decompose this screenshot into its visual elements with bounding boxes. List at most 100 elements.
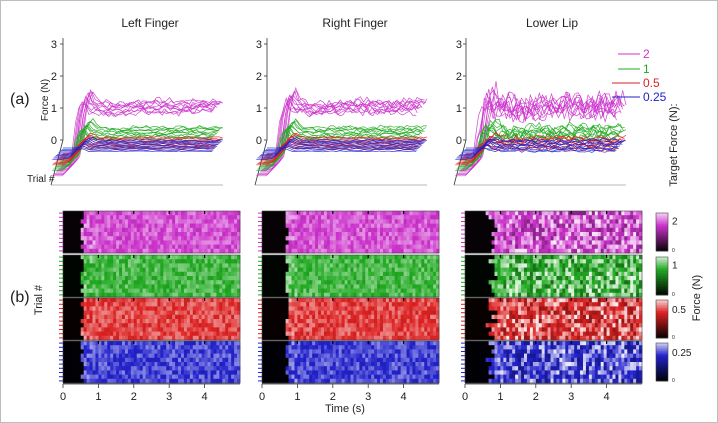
heatmap-cell: [427, 292, 431, 298]
heatmap-cell: [65, 298, 70, 303]
heatmap-cell: [95, 255, 99, 260]
heatmap-cell: [374, 323, 378, 328]
heatmap-cell: [181, 323, 185, 328]
heatmap-cell: [228, 219, 232, 224]
heatmap-cell: [418, 267, 422, 273]
heatmap-cell: [338, 215, 343, 220]
heatmap-cell: [163, 248, 167, 254]
heatmap-cell: [139, 341, 144, 346]
heatmap-cell: [213, 327, 217, 332]
heatmap-cell: [341, 349, 345, 354]
heatmap-cell: [77, 341, 82, 346]
heatmap-cell: [71, 263, 76, 268]
heatmap-cell: [207, 255, 211, 260]
heatmap-cell: [198, 244, 203, 250]
heatmap-cell: [86, 378, 90, 384]
heatmap-cell: [326, 236, 331, 241]
heatmap-cell: [338, 310, 343, 316]
heatmap-cell: [213, 215, 217, 220]
heatmap-cell: [285, 374, 289, 380]
heatmap-cell: [89, 219, 93, 224]
heatmap-cell: [403, 263, 407, 268]
heatmap-cell: [145, 255, 149, 260]
heatmap-cell: [418, 219, 422, 224]
heatmap-cell: [264, 271, 269, 277]
heatmap-cell: [77, 244, 82, 250]
heatmap-cell: [262, 284, 266, 289]
heatmap-cell: [397, 284, 402, 289]
heatmap-cell: [433, 323, 437, 328]
heatmap-cell: [195, 236, 200, 241]
heatmap-cell: [329, 240, 334, 245]
heatmap-cell: [309, 302, 313, 307]
heatmap-cell: [116, 314, 120, 320]
heatmap-cell: [98, 353, 102, 359]
heatmap-cell: [65, 271, 70, 277]
heatmap-cell: [110, 292, 114, 298]
heatmap-cell: [110, 263, 114, 268]
heatmap-cell: [113, 331, 117, 337]
heatmap-cell: [309, 345, 313, 350]
heatmap-cell: [368, 366, 372, 371]
heatmap-cell: [80, 323, 85, 328]
heatmap-cell: [406, 219, 410, 224]
heatmap-cell: [204, 236, 208, 241]
heatmap-cell: [210, 378, 214, 384]
heatmap-cell: [433, 284, 437, 289]
heatmap-cell: [181, 240, 185, 245]
heatmap-cell: [92, 280, 96, 285]
heatmap-cell: [297, 259, 301, 264]
heatmap-cell: [315, 288, 319, 294]
heatmap-cell: [80, 327, 85, 332]
heatmap-cell: [279, 292, 284, 298]
heatmap-cell: [225, 327, 229, 332]
heatmap-cell: [380, 236, 384, 241]
heatmap-cell: [201, 271, 205, 277]
heatmap-cell: [172, 271, 176, 277]
heatmap-cell: [368, 227, 372, 233]
heatmap-cell: [175, 232, 179, 237]
heatmap-cell: [216, 319, 220, 324]
heatmap-cell: [297, 271, 301, 277]
heatmap-cell: [385, 240, 390, 245]
heatmap-cell: [306, 248, 310, 254]
heatmap-cell: [362, 310, 366, 316]
heatmap-cell: [338, 357, 343, 363]
heatmap-cell: [139, 349, 144, 354]
heatmap-cell: [264, 280, 269, 285]
trace-0-25-trial: [256, 148, 417, 160]
heatmap-cell: [326, 223, 331, 229]
heatmap-cell: [415, 219, 419, 224]
heatmap-cell: [110, 314, 114, 320]
heatmap-cell: [421, 353, 425, 359]
heatmap-cell: [186, 271, 191, 277]
heatmap-cell: [148, 331, 152, 337]
heatmap-cell: [282, 327, 286, 332]
heatmap-cell: [433, 267, 437, 273]
heatmap-cell: [207, 306, 211, 311]
heatmap-cell: [142, 236, 146, 241]
heatmap-cell: [359, 263, 363, 268]
heatmap-cell: [262, 232, 266, 237]
heatmap-cell: [309, 232, 313, 237]
heatmap-cell: [303, 215, 307, 220]
heatmap-cell: [350, 236, 354, 241]
heatmap-cell: [400, 302, 404, 307]
heatmap-cell: [136, 310, 141, 316]
heatmap-cell: [323, 323, 328, 328]
heatmap-cell: [183, 353, 188, 359]
heatmap-cell: [204, 219, 208, 224]
heatmap-cell: [371, 298, 375, 303]
heatmap-cell: [98, 259, 102, 264]
heatmap-cell: [163, 255, 167, 260]
heatmap-cell: [148, 370, 152, 375]
heatmap-cell: [127, 314, 132, 320]
heatmap-cell: [166, 370, 170, 375]
heatmap-cell: [385, 259, 390, 264]
heatmap-cell: [133, 378, 138, 384]
heatmap-cell: [74, 244, 79, 250]
heatmap-cell: [110, 219, 114, 224]
heatmap-cell: [270, 327, 275, 332]
heatmap-cell: [166, 219, 170, 224]
heatmap-cell: [332, 276, 337, 281]
